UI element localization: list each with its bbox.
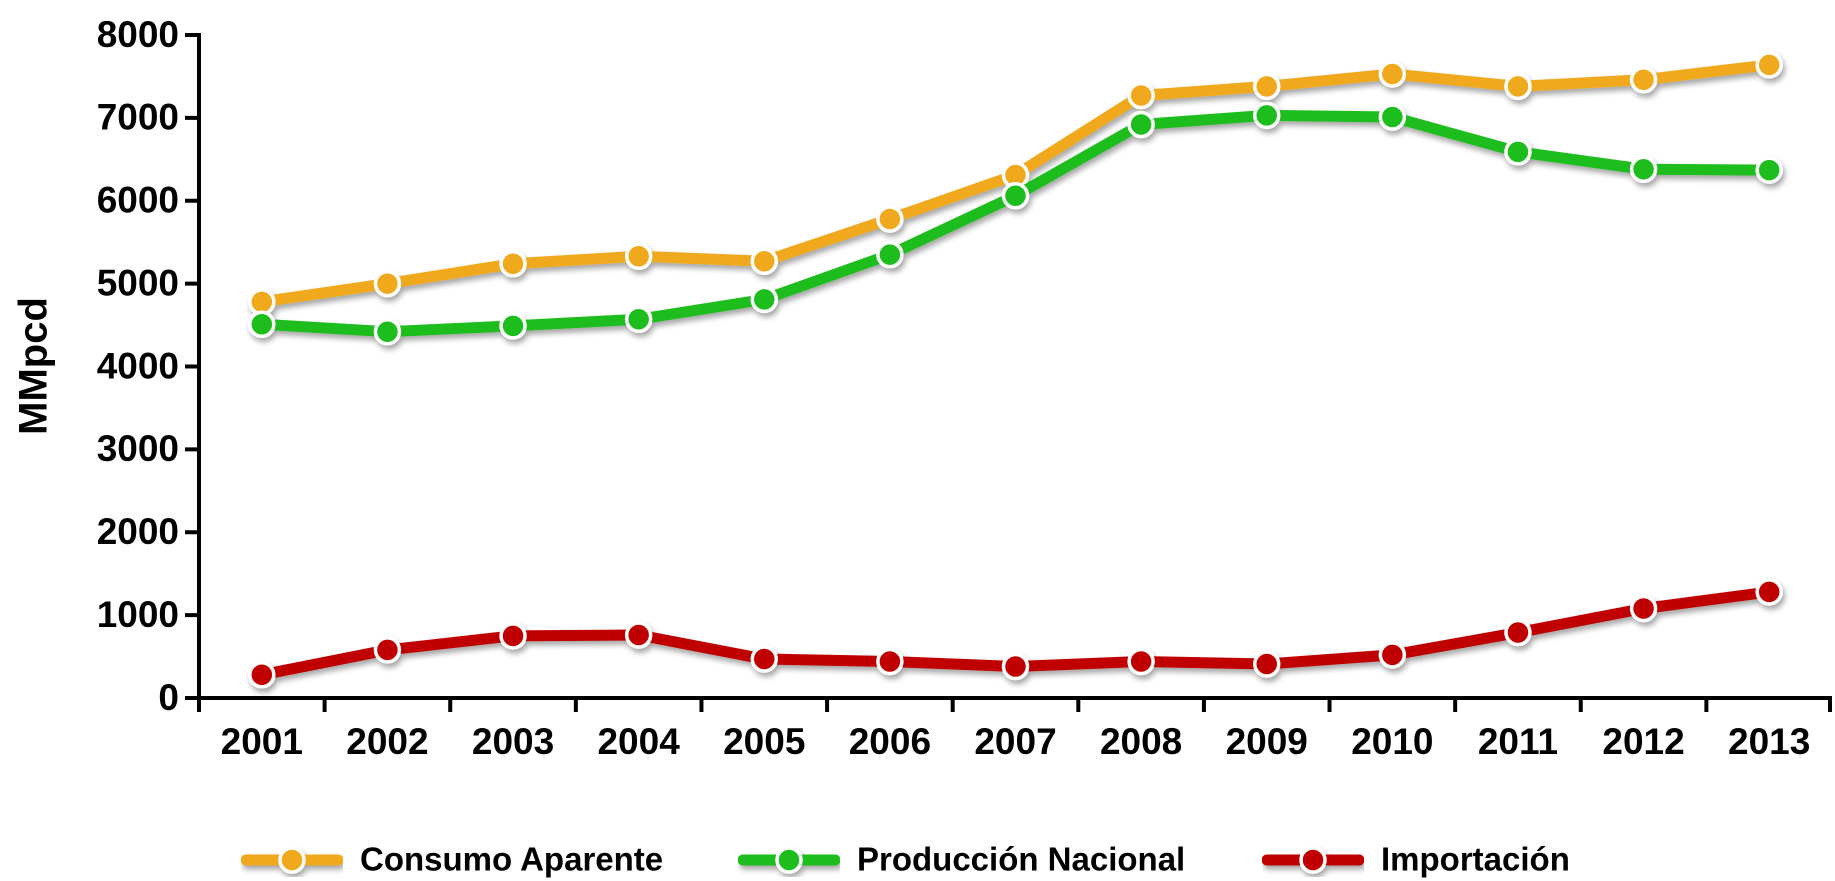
data-point [1504,138,1532,166]
series [248,51,1783,316]
x-tick-label: 2009 [1226,721,1308,762]
data-point [248,288,276,316]
data-point [624,242,653,271]
data-point [750,645,779,673]
x-tick-label: 2003 [472,721,554,762]
data-point [373,636,402,664]
data-point [1629,594,1658,623]
legend-label: Importación [1381,841,1570,878]
y-tick-label: 1000 [97,594,179,635]
data-point [1127,81,1155,110]
data-point [1127,647,1155,676]
data-point [499,622,527,650]
legend-marker [1299,846,1327,874]
x-tick-label: 2001 [221,721,303,762]
series [248,578,1783,689]
x-tick-label: 2008 [1100,721,1182,762]
data-point [1504,618,1532,647]
data-point [876,205,904,233]
data-point [1127,110,1155,139]
y-tick-label: 7000 [97,97,179,138]
data-point [750,247,779,275]
series-line [256,109,1775,338]
data-point [1755,51,1783,79]
data-point [373,269,402,298]
data-point [499,312,527,340]
data-point [1252,101,1281,130]
data-point [1001,652,1030,681]
legend-marker [278,846,306,874]
series [248,101,1783,346]
x-tick-label: 2002 [346,721,428,762]
y-axis-label: MMpcd [12,297,56,435]
x-tick-label: 2010 [1351,721,1433,762]
y-tick-label: 8000 [97,14,179,55]
data-point [1378,60,1407,88]
y-tick-label: 4000 [97,345,179,386]
legend-item [737,846,841,874]
legend-label: Consumo Aparente [360,841,663,878]
legend-item [240,846,344,874]
data-point [1378,103,1407,131]
y-tick-label: 2000 [97,511,179,552]
data-point [624,621,653,649]
legend-item [1261,846,1365,874]
data-point [876,647,904,676]
data-point [624,305,653,334]
legend-label: Producción Nacional [857,841,1185,878]
y-tick-label: 5000 [97,262,179,303]
data-point [1252,650,1281,678]
data-point [750,285,779,314]
x-tick-label: 2006 [849,721,931,762]
y-tick-label: 0 [158,677,179,718]
legend-marker [775,846,803,874]
data-point [1378,641,1407,669]
x-tick-label: 2007 [974,721,1056,762]
x-tick-label: 2012 [1602,721,1684,762]
y-tick-label: 6000 [97,180,179,221]
x-tick-label: 2011 [1478,721,1558,762]
data-point [1504,72,1532,101]
x-tick-label: 2005 [723,721,805,762]
data-point [1755,156,1783,184]
data-point [1001,182,1030,210]
data-point [499,249,527,278]
y-tick-label: 3000 [97,428,179,469]
data-point [373,317,402,346]
data-point [1252,72,1281,101]
x-tick-label: 2004 [597,721,680,762]
data-point [1629,155,1658,184]
x-tick-label: 2013 [1728,721,1810,762]
data-point [1755,578,1783,606]
data-point [1629,66,1658,94]
data-point [248,310,276,338]
data-point [248,661,276,689]
data-point [876,240,904,269]
